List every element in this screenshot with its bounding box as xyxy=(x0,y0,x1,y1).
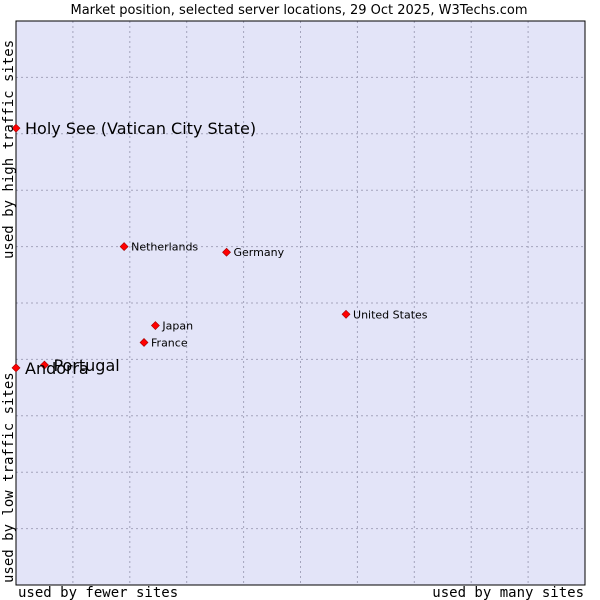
point-marker-united-states xyxy=(341,309,351,319)
point-label-portugal: Portugal xyxy=(53,356,119,375)
point-label-japan: Japan xyxy=(161,320,193,333)
plot-frame xyxy=(15,20,586,586)
x-axis-label-left: used by fewer sites xyxy=(18,585,178,600)
point-label-netherlands: Netherlands xyxy=(131,241,198,254)
point-marker-netherlands xyxy=(119,242,129,252)
point-marker-andorra xyxy=(11,363,21,373)
y-axis-label-bottom: used by low traffic sites xyxy=(1,372,17,583)
point-marker-france xyxy=(139,338,149,347)
point-label-holy-see-vatican-city-state: Holy See (Vatican City State) xyxy=(25,119,256,138)
point-marker-portugal xyxy=(40,360,49,370)
grid-lines xyxy=(16,21,585,585)
y-axis-label-top: used by high traffic sites xyxy=(1,40,17,259)
point-label-andorra: Andorra xyxy=(25,359,89,378)
point-marker-holy-see-vatican-city-state xyxy=(11,123,21,133)
point-label-united-states: United States xyxy=(353,308,428,321)
chart-title: Market position, selected server locatio… xyxy=(70,3,527,18)
point-marker-japan xyxy=(150,321,160,330)
point-label-france: France xyxy=(151,336,188,349)
point-marker-germany xyxy=(222,247,231,257)
point-label-germany: Germany xyxy=(234,246,285,259)
x-axis-label-right: used by many sites xyxy=(432,585,584,600)
data-points: Holy See (Vatican City State) Netherlands… xyxy=(11,119,428,378)
